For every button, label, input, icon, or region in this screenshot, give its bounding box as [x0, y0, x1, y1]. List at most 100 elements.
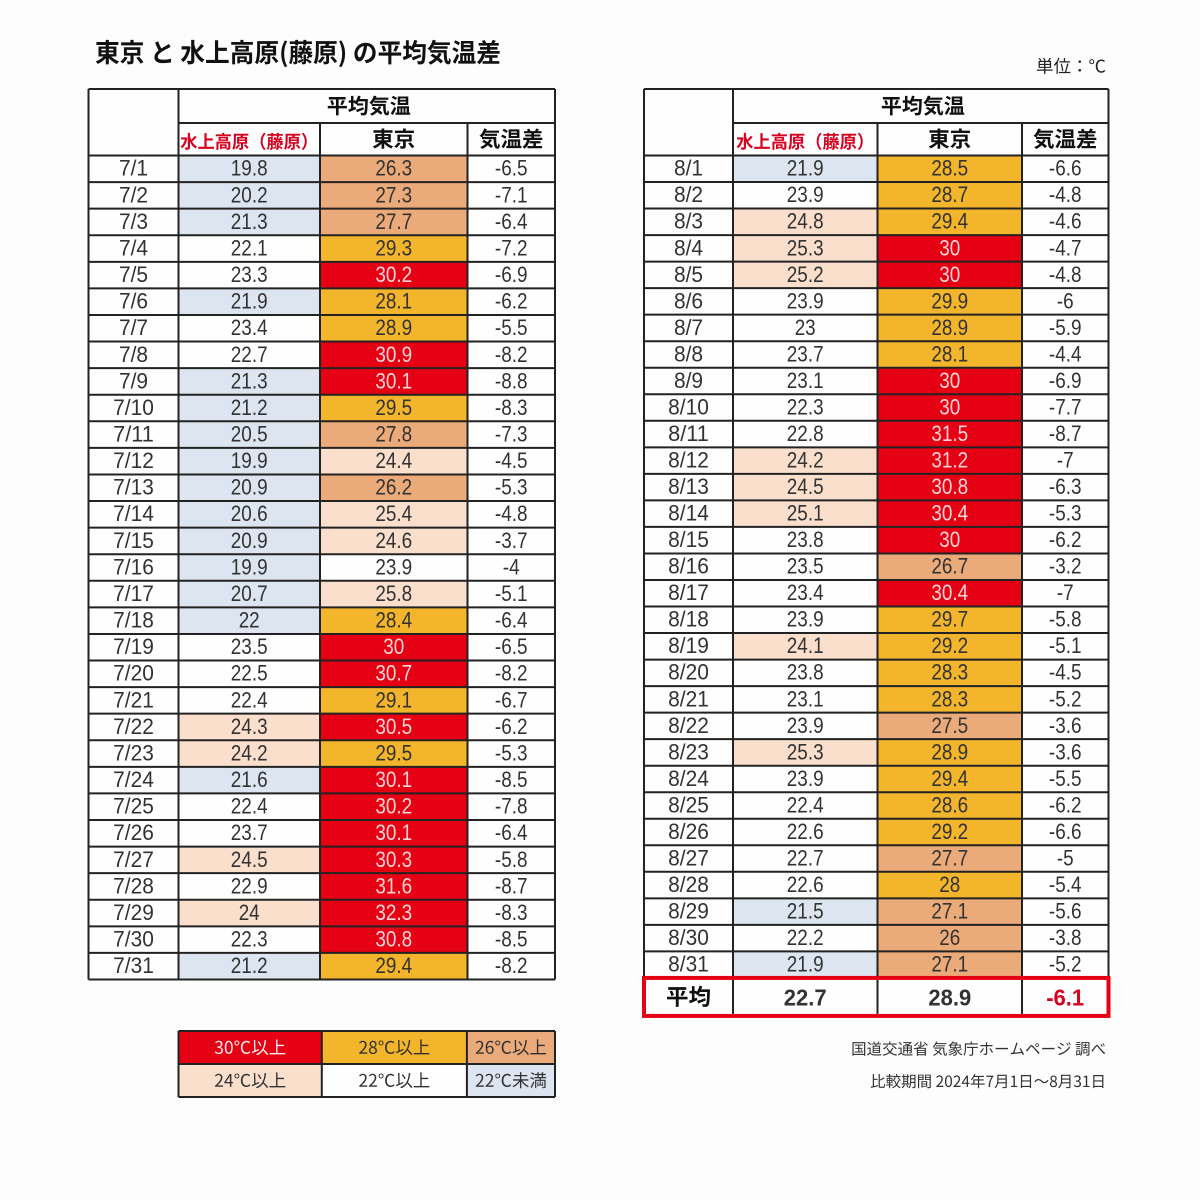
svg-text:8/10: 8/10: [668, 394, 709, 419]
svg-text:-5.3: -5.3: [495, 740, 528, 765]
svg-text:28: 28: [939, 872, 960, 897]
svg-text:28.4: 28.4: [375, 608, 412, 633]
svg-text:7/23: 7/23: [113, 740, 154, 765]
svg-text:24.5: 24.5: [231, 847, 268, 872]
svg-text:23.3: 23.3: [231, 262, 268, 287]
svg-text:-4: -4: [503, 554, 520, 579]
svg-text:23.5: 23.5: [231, 634, 268, 659]
svg-text:22.4: 22.4: [231, 687, 268, 712]
svg-text:29.5: 29.5: [375, 740, 412, 765]
svg-text:21.6: 21.6: [231, 767, 268, 792]
svg-text:-6.4: -6.4: [495, 820, 528, 845]
svg-text:23.9: 23.9: [787, 766, 824, 791]
svg-text:-8.3: -8.3: [495, 395, 528, 420]
svg-text:30.1: 30.1: [375, 767, 412, 792]
svg-text:-5.1: -5.1: [1049, 633, 1082, 658]
svg-text:26.3: 26.3: [375, 156, 412, 181]
svg-text:7/14: 7/14: [113, 501, 154, 526]
svg-text:23.9: 23.9: [787, 288, 824, 313]
svg-text:26: 26: [939, 925, 960, 950]
svg-text:28.9: 28.9: [375, 315, 412, 340]
svg-text:8/25: 8/25: [668, 792, 709, 817]
svg-text:24.2: 24.2: [231, 740, 268, 765]
svg-text:-6.4: -6.4: [495, 209, 528, 234]
svg-text:22.4: 22.4: [787, 792, 824, 817]
svg-text:29.4: 29.4: [931, 766, 968, 791]
svg-text:27.5: 27.5: [931, 713, 968, 738]
svg-text:30.8: 30.8: [931, 474, 968, 499]
svg-text:-5.1: -5.1: [495, 581, 528, 606]
svg-text:-5.9: -5.9: [1049, 315, 1082, 340]
svg-text:25.8: 25.8: [375, 581, 412, 606]
svg-text:-7.3: -7.3: [495, 422, 528, 447]
svg-text:-5.3: -5.3: [1049, 501, 1082, 526]
svg-text:8/4: 8/4: [674, 235, 703, 260]
svg-text:19.9: 19.9: [231, 448, 268, 473]
svg-text:8/19: 8/19: [668, 633, 709, 658]
svg-text:-4.8: -4.8: [1049, 182, 1082, 207]
svg-text:19.8: 19.8: [231, 156, 268, 181]
svg-text:8/27: 8/27: [668, 845, 709, 870]
svg-text:-7.7: -7.7: [1049, 394, 1082, 419]
svg-text:7/22: 7/22: [113, 714, 154, 739]
svg-text:22.6: 22.6: [787, 819, 824, 844]
svg-text:8/2: 8/2: [674, 182, 703, 207]
svg-text:29.7: 29.7: [931, 607, 968, 632]
svg-text:-8.7: -8.7: [495, 873, 528, 898]
svg-text:7/21: 7/21: [113, 687, 154, 712]
svg-text:31.5: 31.5: [931, 421, 968, 446]
svg-text:7/10: 7/10: [113, 395, 154, 420]
svg-text:7/5: 7/5: [119, 262, 148, 287]
svg-text:-8.2: -8.2: [495, 953, 528, 978]
svg-text:-6.6: -6.6: [1049, 819, 1082, 844]
svg-text:24.1: 24.1: [787, 633, 824, 658]
svg-text:8/6: 8/6: [674, 288, 703, 313]
svg-text:7/9: 7/9: [119, 368, 148, 393]
svg-text:22.7: 22.7: [787, 845, 824, 870]
svg-text:-6.5: -6.5: [495, 156, 528, 181]
svg-text:30.5: 30.5: [375, 714, 412, 739]
svg-text:7/7: 7/7: [119, 315, 148, 340]
svg-text:30.3: 30.3: [375, 847, 412, 872]
svg-text:29.4: 29.4: [375, 953, 412, 978]
svg-text:20.5: 20.5: [231, 422, 268, 447]
svg-text:23.4: 23.4: [231, 315, 268, 340]
svg-text:23.7: 23.7: [787, 341, 824, 366]
svg-text:20.9: 20.9: [231, 528, 268, 553]
svg-text:8/30: 8/30: [668, 925, 709, 950]
svg-text:8/17: 8/17: [668, 580, 709, 605]
svg-text:7/11: 7/11: [113, 422, 154, 447]
svg-text:23.1: 23.1: [787, 368, 824, 393]
svg-text:8/20: 8/20: [668, 660, 709, 685]
svg-text:29.3: 29.3: [375, 235, 412, 260]
svg-text:-8.2: -8.2: [495, 342, 528, 367]
svg-text:30: 30: [383, 634, 404, 659]
svg-text:7/8: 7/8: [119, 342, 148, 367]
svg-text:21.3: 21.3: [231, 368, 268, 393]
svg-text:28.3: 28.3: [931, 686, 968, 711]
svg-text:22.2: 22.2: [787, 925, 824, 950]
svg-text:-5.5: -5.5: [495, 315, 528, 340]
svg-text:8/14: 8/14: [668, 501, 709, 526]
svg-text:-6.2: -6.2: [495, 289, 528, 314]
svg-text:-6.7: -6.7: [495, 687, 528, 712]
svg-text:24: 24: [239, 900, 260, 925]
svg-text:28.7: 28.7: [931, 182, 968, 207]
svg-text:28.3: 28.3: [931, 660, 968, 685]
svg-text:-7.1: -7.1: [495, 182, 528, 207]
svg-text:28.9: 28.9: [928, 984, 971, 1010]
svg-text:25.3: 25.3: [787, 235, 824, 260]
svg-text:-7: -7: [1057, 580, 1074, 605]
svg-text:7/20: 7/20: [113, 661, 154, 686]
svg-text:8/16: 8/16: [668, 554, 709, 579]
svg-text:8/26: 8/26: [668, 819, 709, 844]
svg-text:7/26: 7/26: [113, 820, 154, 845]
svg-text:-6: -6: [1057, 288, 1074, 313]
svg-text:30.1: 30.1: [375, 368, 412, 393]
svg-text:-6.2: -6.2: [495, 714, 528, 739]
svg-text:7/30: 7/30: [113, 927, 154, 952]
svg-text:19.9: 19.9: [231, 554, 268, 579]
svg-text:7/13: 7/13: [113, 475, 154, 500]
svg-text:7/28: 7/28: [113, 873, 154, 898]
svg-text:31.2: 31.2: [931, 448, 968, 473]
